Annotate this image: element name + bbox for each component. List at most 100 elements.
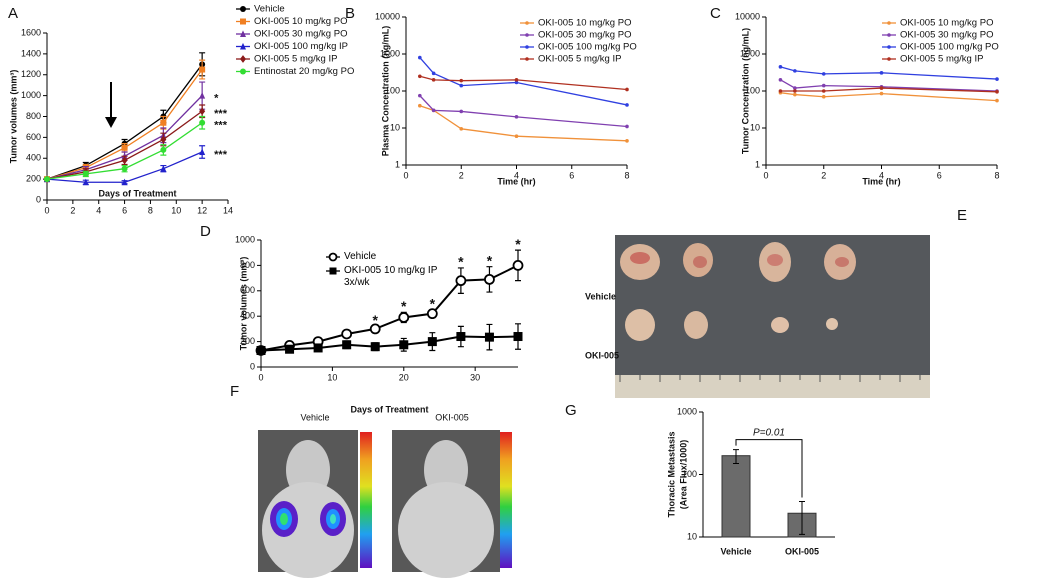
marker <box>793 89 797 93</box>
x-axis-label: Time (hr) <box>497 176 535 186</box>
y-tick-label: 0 <box>36 194 41 204</box>
significance-mark: *** <box>214 108 228 120</box>
marker <box>778 89 783 93</box>
marker <box>879 86 884 90</box>
legend-label: OKI-005 10 mg/kg IP 3x/wk <box>344 265 438 288</box>
y-axis-label: Tumor volumes (mm³) <box>238 257 248 351</box>
y-tick-label: 800 <box>26 111 41 121</box>
x-tick-label: 0 <box>763 170 768 180</box>
marker <box>160 146 167 153</box>
legend-marker <box>240 30 246 37</box>
marker <box>82 170 89 177</box>
x-tick-label: 0 <box>44 205 49 215</box>
y-tick-label: 10000 <box>375 11 400 21</box>
legend-label: OKI-005 30 mg/kg PO <box>538 30 631 41</box>
x-tick-label: 0 <box>403 170 408 180</box>
photo <box>615 235 930 398</box>
marker <box>459 127 464 131</box>
x-tick-label: 8 <box>624 170 629 180</box>
marker <box>431 108 436 113</box>
panel-letter: A <box>8 5 18 22</box>
series-line <box>260 264 519 352</box>
legend-label: OKI-005 10 mg/kg PO <box>900 18 993 29</box>
marker <box>821 94 826 99</box>
y-tick-label: 600 <box>240 285 255 295</box>
legend-label: OKI-005 5 mg/kg IP <box>900 54 983 65</box>
marker <box>199 92 206 99</box>
arrow-head <box>105 117 117 128</box>
marker <box>512 259 524 271</box>
marker <box>44 176 50 183</box>
x-tick-label: 4 <box>96 205 101 215</box>
legend-label: OKI-005 100 mg/kg PO <box>538 42 637 53</box>
y-tick-label: 200 <box>26 174 41 184</box>
marker <box>399 340 409 350</box>
marker <box>256 345 266 355</box>
legend-label: OKI-005 30 mg/kg PO <box>254 29 347 40</box>
y-tick-label: 1400 <box>21 48 41 58</box>
x-tick-label: 4 <box>879 170 884 180</box>
marker <box>427 337 437 347</box>
legend-label: OKI-005 5 mg/kg IP <box>254 54 337 65</box>
y-tick-label: 100 <box>682 469 697 479</box>
x-tick-label: 10 <box>171 205 181 215</box>
marker <box>514 134 519 139</box>
legend-label: OKI-005 10 mg/kg PO <box>254 16 347 27</box>
marker <box>285 344 295 354</box>
marker <box>369 323 381 335</box>
marker <box>342 340 352 350</box>
x-tick-label: 2 <box>70 205 75 215</box>
legend-label: Vehicle <box>254 4 285 15</box>
significance-mark: *** <box>214 149 228 161</box>
error-bar <box>799 500 805 535</box>
y-tick-label: 1000 <box>21 90 41 100</box>
y-tick-label: 1200 <box>21 69 41 79</box>
x-tick-label: Vehicle <box>720 546 751 556</box>
marker <box>370 342 380 352</box>
x-tick-label: 30 <box>470 372 480 382</box>
legend-label: OKI-005 10 mg/kg PO <box>538 18 631 29</box>
marker <box>160 165 167 172</box>
x-tick-label: 14 <box>223 205 233 215</box>
x-axis-label: Days of Treatment <box>98 188 176 198</box>
y-tick-label: 200 <box>240 336 255 346</box>
marker <box>793 86 797 90</box>
y-tick-label: 1600 <box>21 27 41 37</box>
marker <box>431 78 436 82</box>
legend-label: OKI-005 100 mg/kg IP <box>254 41 348 52</box>
marker <box>995 98 999 103</box>
x-tick-label: 0 <box>258 372 263 382</box>
row-label: OKI-005 <box>585 350 619 360</box>
panel-letter: F <box>230 383 239 400</box>
x-tick-label: 2 <box>459 170 464 180</box>
legend-marker <box>887 45 891 49</box>
marker <box>121 165 128 172</box>
legend-marker <box>328 252 338 262</box>
marker <box>418 55 422 60</box>
panel-letter: G <box>565 402 577 419</box>
marker <box>426 308 438 320</box>
series-line <box>260 335 519 352</box>
y-tick-label: 400 <box>240 311 255 321</box>
marker <box>821 89 826 93</box>
x-tick-label: 4 <box>514 170 519 180</box>
marker <box>431 71 436 76</box>
series-line <box>780 79 998 92</box>
significance-mark: * <box>515 236 521 252</box>
legend-marker <box>240 18 246 25</box>
marker <box>199 148 206 155</box>
x-tick-label: 6 <box>569 170 574 180</box>
legend-label: Entinostat 20 mg/kg PO <box>254 66 354 77</box>
y-tick-label: 10 <box>750 122 760 132</box>
y-tick-label: 800 <box>240 260 255 270</box>
y-tick-label: 1 <box>395 159 400 169</box>
panel-letter: C <box>710 5 721 22</box>
y-tick-label: 10000 <box>735 11 760 21</box>
x-tick-label: 10 <box>327 372 337 382</box>
marker <box>456 332 466 342</box>
x-axis-label: Time (hr) <box>862 176 900 186</box>
marker <box>160 135 167 144</box>
marker <box>455 275 467 287</box>
